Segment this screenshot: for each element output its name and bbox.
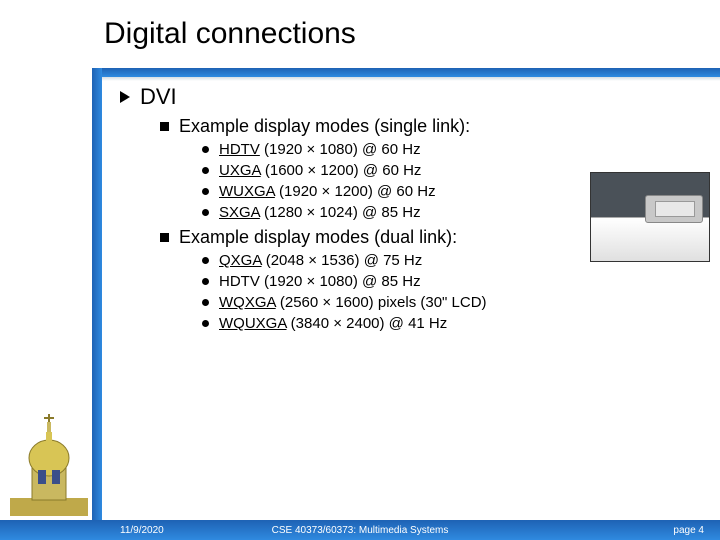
link-text[interactable]: HDTV (219, 141, 260, 158)
footer-course: CSE 40373/60373: Multimedia Systems (0, 525, 720, 536)
footer-date: 11/9/2020 (120, 525, 164, 536)
link-text[interactable]: QXGA (219, 252, 262, 269)
square-bullet-icon (160, 122, 169, 131)
link-text[interactable]: WQUXGA (219, 315, 287, 332)
connector-pins (655, 201, 695, 217)
group-heading: Example display modes (single link): (160, 116, 710, 137)
dot-bullet-icon (202, 167, 209, 174)
item-rest: (2560 × 1600) pixels (30" LCD) (276, 294, 487, 311)
slide-title: Digital connections (104, 17, 356, 51)
item-rest: (1280 × 1024) @ 85 Hz (260, 204, 421, 221)
list-item: WQUXGA (3840 × 2400) @ 41 Hz (202, 315, 710, 332)
dvi-connector-image (590, 172, 710, 262)
section-text: DVI (140, 84, 177, 110)
link-text[interactable]: WUXGA (219, 183, 275, 200)
dot-bullet-icon (202, 278, 209, 285)
rule-shadow (102, 77, 720, 81)
footer-page: page 4 (673, 525, 704, 536)
paper-stack (591, 217, 710, 261)
item-rest: (1920 × 1080) @ 60 Hz (260, 141, 421, 158)
triangle-bullet-icon (120, 91, 130, 103)
section-heading: DVI (120, 84, 710, 110)
item-rest: (1600 × 1200) @ 60 Hz (261, 162, 422, 179)
dot-bullet-icon (202, 257, 209, 264)
item-rest: HDTV (1920 × 1080) @ 85 Hz (219, 273, 421, 290)
content-area: DVI Example display modes (single link):… (120, 84, 710, 510)
dome-logo-icon (10, 412, 88, 516)
title-bar: Digital connections (0, 0, 720, 68)
dot-bullet-icon (202, 320, 209, 327)
group-heading-text: Example display modes (single link): (179, 116, 470, 137)
dot-bullet-icon (202, 209, 209, 216)
footer-bar: 11/9/2020 CSE 40373/60373: Multimedia Sy… (0, 520, 720, 540)
square-bullet-icon (160, 233, 169, 242)
horizontal-rule (102, 68, 720, 77)
list-item: HDTV (1920 × 1080) @ 85 Hz (202, 273, 710, 290)
dot-bullet-icon (202, 188, 209, 195)
list-item: HDTV (1920 × 1080) @ 60 Hz (202, 141, 710, 158)
item-rest: (2048 × 1536) @ 75 Hz (262, 252, 423, 269)
vertical-rule (92, 68, 102, 520)
link-text[interactable]: UXGA (219, 162, 261, 179)
item-rest: (1920 × 1200) @ 60 Hz (275, 183, 436, 200)
list-item: WQXGA (2560 × 1600) pixels (30" LCD) (202, 294, 710, 311)
link-text[interactable]: SXGA (219, 204, 260, 221)
link-text[interactable]: WQXGA (219, 294, 276, 311)
dot-bullet-icon (202, 146, 209, 153)
item-rest: (3840 × 2400) @ 41 Hz (287, 315, 448, 332)
dot-bullet-icon (202, 299, 209, 306)
group-heading-text: Example display modes (dual link): (179, 227, 457, 248)
